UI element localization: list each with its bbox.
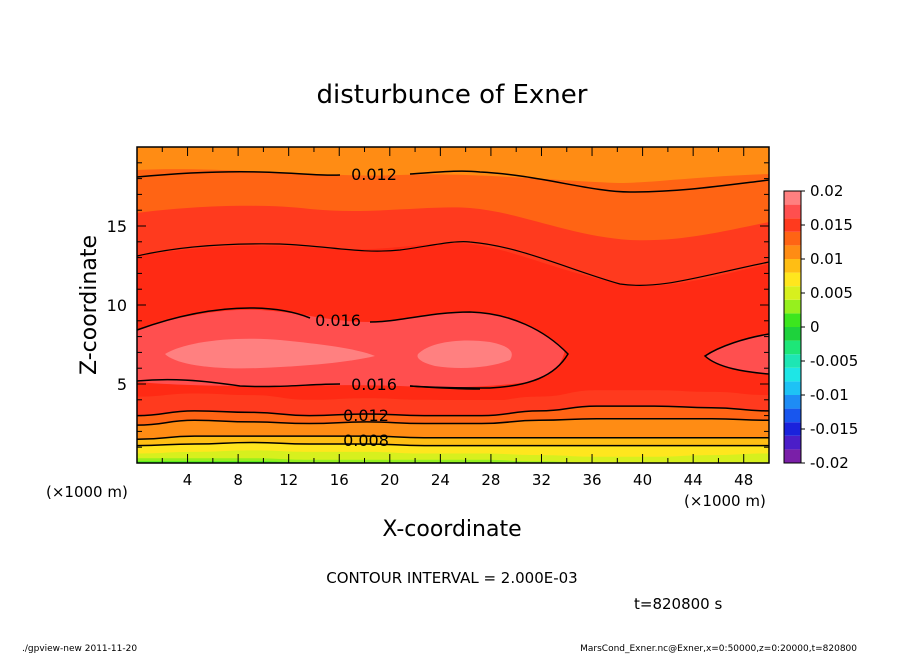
x-tick-label: 4 xyxy=(183,471,193,489)
x-tick-label: 24 xyxy=(431,471,450,489)
colorbar-tick-label: 0 xyxy=(810,318,820,336)
colorbar-tick-label: -0.015 xyxy=(810,420,858,438)
colorbar-swatch xyxy=(784,272,801,287)
colorbar-swatch xyxy=(784,259,801,273)
y-tick-label: 5 xyxy=(117,375,127,394)
field-band-upper-1 xyxy=(137,147,769,183)
y-axis-label: Z-coordinate xyxy=(77,235,102,375)
colorbar-swatch xyxy=(784,340,801,355)
contour-label: 0.016 xyxy=(351,375,397,394)
x-tick-label: 40 xyxy=(633,471,652,489)
x-tick-label: 12 xyxy=(279,471,298,489)
colorbar-swatch xyxy=(784,327,801,341)
field-core-east xyxy=(705,334,769,374)
x-tick-label: 28 xyxy=(481,471,500,489)
colorbar-swatch xyxy=(784,408,801,423)
field-max-1 xyxy=(165,338,375,369)
contour-line-0.01 xyxy=(136,418,770,426)
colorbar-tick-label: -0.02 xyxy=(810,454,849,472)
contour-lines: 0.012 0.016 0.016 0.012 0.008 xyxy=(136,165,770,450)
y-tick-label: 15 xyxy=(107,217,127,236)
colorbar-swatch xyxy=(784,381,801,395)
colorbar-swatch xyxy=(784,435,801,450)
x-tick-label: 32 xyxy=(532,471,551,489)
x-tick-label: 20 xyxy=(380,471,399,489)
x-unit-right: (×1000 m) xyxy=(684,492,766,510)
colorbar-swatch xyxy=(784,354,801,368)
colorbar-tick-label: -0.01 xyxy=(810,386,849,404)
contour-line-upper-0.012 xyxy=(136,170,770,193)
contour-label: 0.012 xyxy=(351,165,397,184)
contour-interval: CONTOUR INTERVAL = 2.000E-03 xyxy=(326,569,577,587)
x-tick-label: 16 xyxy=(330,471,349,489)
colorbar-tick-label: 0.01 xyxy=(810,250,843,268)
x-tick-label: 8 xyxy=(233,471,243,489)
colorbar-tick-label: 0.02 xyxy=(810,182,843,200)
contour-label: 0.016 xyxy=(315,311,361,330)
footer-right-note: MarsCond_Exner.nc@Exner,x=0:50000,z=0:20… xyxy=(580,644,857,654)
colorbar-tick-label: 0.015 xyxy=(810,216,853,234)
colorbar-swatch xyxy=(784,245,801,259)
colorbar-swatch xyxy=(784,191,801,205)
x-axis-label: X-coordinate xyxy=(382,517,521,542)
colorbar-swatch xyxy=(784,449,801,463)
contour-line-0.006 xyxy=(136,441,769,447)
colorbar-swatch xyxy=(784,299,801,314)
x-tick-label: 44 xyxy=(684,471,703,489)
colorbar-swatch xyxy=(784,286,801,300)
x-tick-label: 48 xyxy=(734,471,753,489)
plot-area xyxy=(137,147,769,464)
colorbar-tick-label: -0.005 xyxy=(810,352,858,370)
time-label: t=820800 s xyxy=(634,595,722,613)
colorbar-swatch xyxy=(784,218,801,232)
contour-line-east-0.016 xyxy=(703,333,770,375)
y-tick-label: 10 xyxy=(107,296,127,315)
colorbar-swatch xyxy=(784,422,801,436)
colorbar: 0.02 0.015 0.01 0.005 0 -0.005 -0.01 -0.015 -0.0… xyxy=(783,182,858,472)
contour-label: 0.012 xyxy=(343,406,389,425)
colorbar-swatch xyxy=(784,204,801,219)
footer-left-note: ./gpview-new 2011-11-20 xyxy=(22,644,137,654)
colorbar-swatch xyxy=(784,231,801,246)
field-max-2 xyxy=(417,340,512,368)
x-unit-left: (×1000 m) xyxy=(46,483,128,501)
field-band-0.002 xyxy=(137,458,769,463)
contour-line-0.012 xyxy=(136,405,770,417)
x-axis: 4 8 12 16 20 24 28 32 36 40 44 48 xyxy=(161,147,770,489)
colorbar-swatch xyxy=(784,395,801,409)
contour-line-0.008 xyxy=(136,435,769,441)
colorbar-swatch xyxy=(784,313,801,327)
chart-title: disturbunce of Exner xyxy=(317,80,588,110)
x-tick-label: 36 xyxy=(582,471,601,489)
contour-label: 0.008 xyxy=(343,431,389,450)
colorbar-swatch xyxy=(784,367,801,382)
colorbar-tick-label: 0.005 xyxy=(810,284,853,302)
y-axis: 5 10 15 xyxy=(107,162,769,448)
contour-line-lower-0.016 xyxy=(136,378,481,390)
contour-line-upper-0.014 xyxy=(136,241,770,287)
contour-line-upper-0.016 xyxy=(136,307,569,389)
